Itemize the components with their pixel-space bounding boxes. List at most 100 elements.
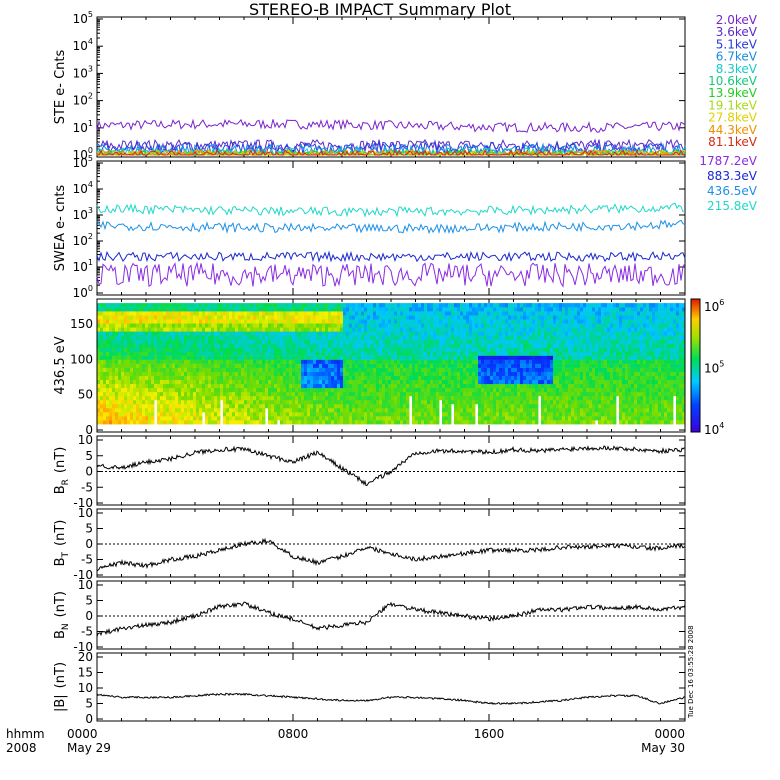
heatmap-cell — [250, 335, 254, 340]
heatmap-cell — [223, 416, 227, 421]
heatmap-cell — [271, 416, 275, 421]
heatmap-cell — [412, 420, 416, 425]
heatmap-cell — [367, 335, 371, 340]
heatmap-cell — [523, 403, 527, 409]
heatmap-cell — [229, 395, 233, 401]
heatmap-cell — [547, 323, 551, 328]
heatmap-cell — [322, 416, 326, 421]
heatmap-cell — [310, 383, 314, 389]
heatmap-cell — [508, 367, 512, 372]
heatmap-cell — [343, 383, 347, 389]
heatmap-cell — [163, 383, 167, 389]
heatmap-cell — [220, 319, 224, 324]
heatmap-cell — [208, 383, 212, 389]
heatmap-cell — [214, 307, 218, 312]
heatmap-cell — [391, 315, 395, 320]
heatmap-cell — [454, 371, 458, 376]
heatmap-cell — [199, 359, 203, 364]
heatmap-cell — [529, 307, 533, 312]
heatmap-cell — [559, 420, 563, 425]
heatmap-cell — [376, 355, 380, 360]
heatmap-cell — [487, 399, 491, 405]
heatmap-cell — [451, 359, 455, 364]
heatmap-cell — [541, 323, 545, 328]
heatmap-cell — [439, 363, 443, 368]
legend-entry-swea: 883.3eV — [707, 169, 758, 183]
heatmap-cell — [418, 315, 422, 320]
heatmap-cell — [151, 339, 155, 344]
heatmap-cell — [373, 399, 377, 405]
heatmap-cell — [412, 383, 416, 389]
heatmap-cell — [322, 403, 326, 409]
heatmap-cell — [238, 335, 242, 340]
heatmap-cell — [145, 303, 149, 308]
heatmap-cell — [406, 416, 410, 421]
heatmap-cell — [484, 379, 488, 385]
heatmap-cell — [436, 399, 440, 405]
heatmap-cell — [502, 359, 506, 364]
heatmap-cell — [175, 412, 179, 417]
heatmap-cell — [373, 403, 377, 409]
heatmap-cell — [388, 375, 392, 381]
heatmap-cell — [109, 311, 113, 316]
heatmap-cell — [316, 383, 320, 389]
heatmap-cell — [355, 319, 359, 324]
heatmap-cell — [262, 387, 266, 393]
heatmap-cell — [361, 335, 365, 340]
heatmap-cell — [241, 416, 245, 421]
heatmap-cell — [289, 323, 293, 328]
heatmap-cell — [505, 399, 509, 405]
heatmap-cell — [370, 416, 374, 421]
heatmap-cell — [253, 327, 257, 332]
heatmap-cell — [505, 403, 509, 409]
heatmap-cell — [409, 335, 413, 340]
heatmap-cell — [505, 311, 509, 316]
heatmap-cell — [163, 399, 167, 405]
heatmap-cell — [502, 420, 506, 425]
heatmap-cell — [343, 420, 347, 425]
heatmap-cell — [238, 412, 242, 417]
heatmap-cell — [466, 408, 470, 413]
heatmap-cell — [505, 351, 509, 356]
heatmap-cell — [328, 335, 332, 340]
heatmap-cell — [478, 323, 482, 328]
heatmap-cell — [460, 339, 464, 344]
heatmap-cell — [253, 420, 257, 425]
heatmap-cell — [331, 307, 335, 312]
heatmap-cell — [268, 416, 272, 421]
heatmap-cell — [559, 303, 563, 308]
heatmap-cell — [424, 351, 428, 356]
heatmap-cell — [283, 307, 287, 312]
heatmap-cell — [100, 363, 104, 368]
heatmap-cell — [160, 355, 164, 360]
heatmap-cell — [259, 403, 263, 409]
heatmap-cell — [235, 335, 239, 340]
heatmap-cell — [142, 315, 146, 320]
heatmap-cell — [148, 395, 152, 401]
heatmap-cell — [496, 420, 500, 425]
heatmap-cell — [367, 371, 371, 376]
heatmap-cell — [397, 367, 401, 372]
heatmap-cell — [133, 403, 137, 409]
heatmap-cell — [118, 363, 122, 368]
heatmap-cell — [247, 363, 251, 368]
heatmap-cell — [268, 383, 272, 389]
heatmap-cell — [565, 359, 569, 364]
heatmap-cell — [382, 379, 386, 385]
heatmap-cell — [124, 387, 128, 393]
ytick-base: 10 — [73, 234, 88, 248]
heatmap-cell — [472, 351, 476, 356]
heatmap-cell — [397, 408, 401, 413]
heatmap-cell — [226, 387, 230, 393]
heatmap-cell — [391, 363, 395, 368]
heatmap-cell — [376, 395, 380, 401]
heatmap-cell — [532, 311, 536, 316]
heatmap-cell — [367, 319, 371, 324]
heatmap-cell — [517, 331, 521, 336]
heatmap-cell — [250, 315, 254, 320]
heatmap-cell — [433, 319, 437, 324]
heatmap-cell — [376, 363, 380, 368]
heatmap-cell — [397, 387, 401, 393]
heatmap-cell — [154, 323, 158, 328]
heatmap-cell — [103, 420, 107, 425]
